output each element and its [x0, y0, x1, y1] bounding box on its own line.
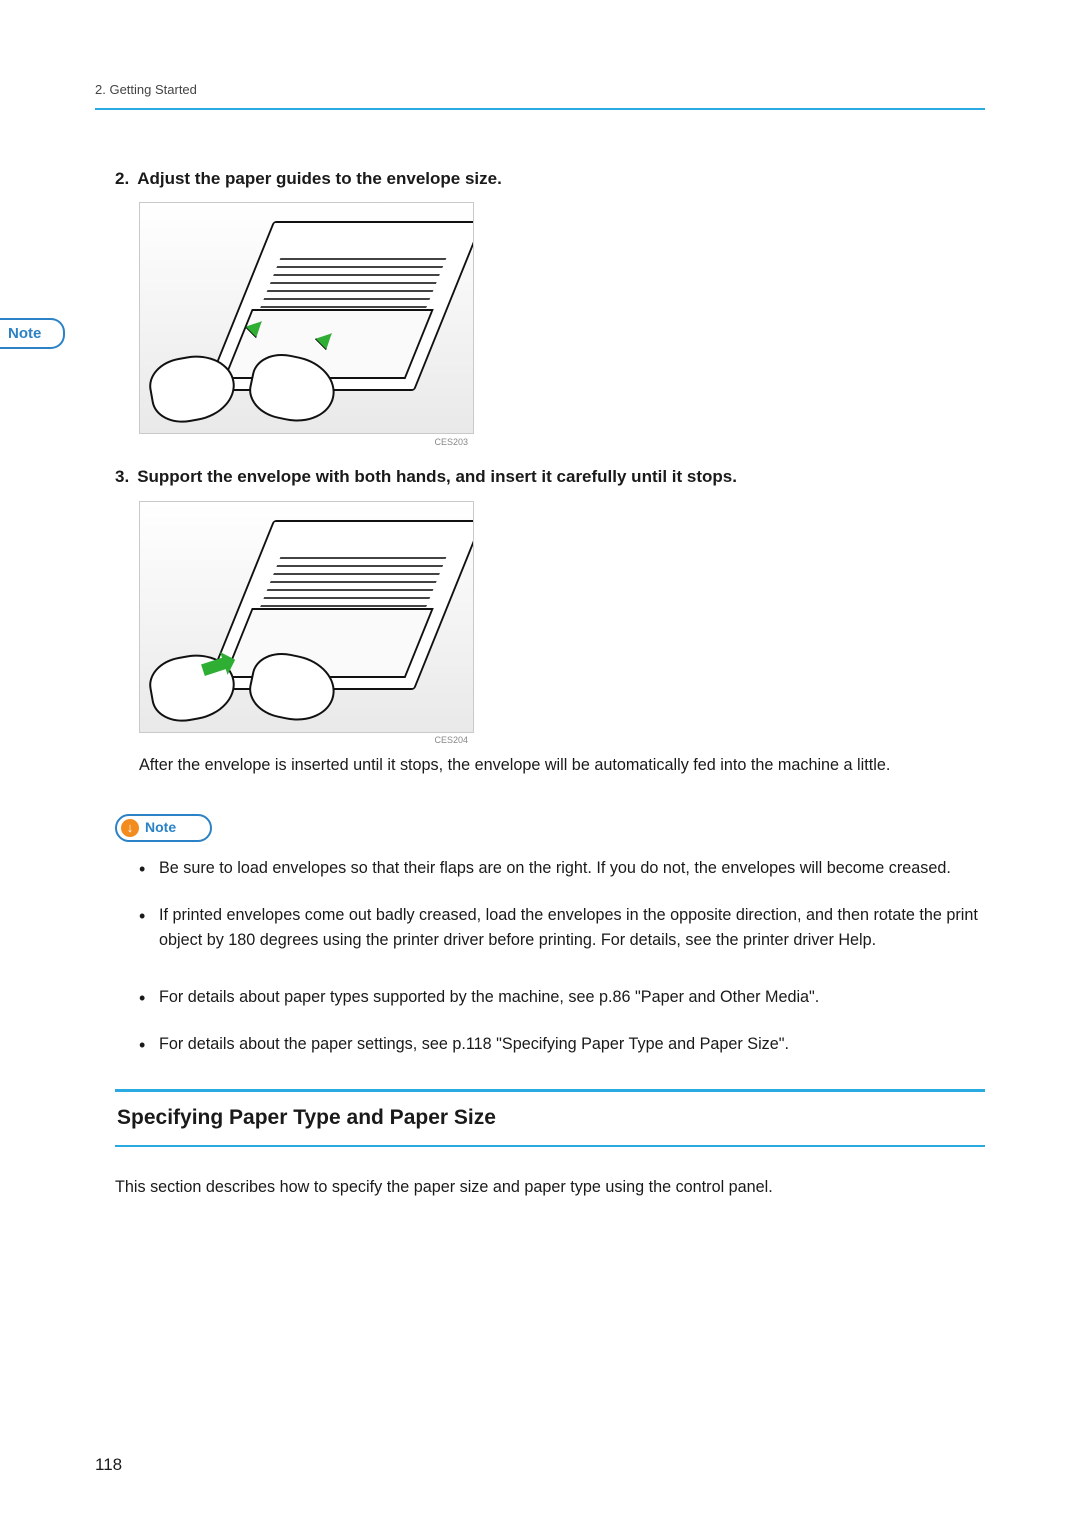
- figure-caption: CES204: [434, 734, 468, 748]
- section-block: Specifying Paper Type and Paper Size Thi…: [115, 1089, 985, 1200]
- printer-icon: [205, 221, 474, 391]
- reference-item: For details about the paper settings, se…: [139, 1032, 985, 1057]
- step-heading: 2. Adjust the paper guides to the envelo…: [115, 166, 985, 192]
- page-number: 118: [95, 1452, 122, 1478]
- illustration: [139, 202, 474, 434]
- step-text: Adjust the paper guides to the envelope …: [137, 166, 502, 192]
- step-number: 2.: [115, 166, 129, 192]
- step-2: 2. Adjust the paper guides to the envelo…: [115, 166, 985, 434]
- step-list: 2. Adjust the paper guides to the envelo…: [115, 166, 985, 778]
- note-label-text: Note: [145, 817, 176, 839]
- note-arrow-icon: ↓: [121, 819, 139, 837]
- note-label: ↓ Note: [115, 814, 212, 842]
- chapter-header: 2. Getting Started: [95, 80, 985, 110]
- section-intro: This section describes how to specify th…: [115, 1175, 985, 1200]
- figure-ces203: CES203: [139, 202, 474, 434]
- illustration: [139, 501, 474, 733]
- reference-list: For details about paper types supported …: [115, 985, 985, 1057]
- reference-item: For details about paper types supported …: [139, 985, 985, 1010]
- figure-caption: CES203: [434, 436, 468, 450]
- side-note-tab: Note: [0, 318, 65, 349]
- figure-ces204: CES204: [139, 501, 474, 733]
- step-text: Support the envelope with both hands, an…: [137, 464, 737, 490]
- note-item: If printed envelopes come out badly crea…: [139, 903, 985, 953]
- step-3: 3. Support the envelope with both hands,…: [115, 464, 985, 777]
- note-item: Be sure to load envelopes so that their …: [139, 856, 985, 881]
- step-number: 3.: [115, 464, 129, 490]
- printer-icon: [205, 520, 474, 690]
- note-list: Be sure to load envelopes so that their …: [115, 856, 985, 953]
- step-follow-text: After the envelope is inserted until it …: [139, 753, 985, 778]
- step-heading: 3. Support the envelope with both hands,…: [115, 464, 985, 490]
- section-heading: Specifying Paper Type and Paper Size: [115, 1089, 985, 1147]
- page-content: 2. Adjust the paper guides to the envelo…: [95, 166, 985, 1200]
